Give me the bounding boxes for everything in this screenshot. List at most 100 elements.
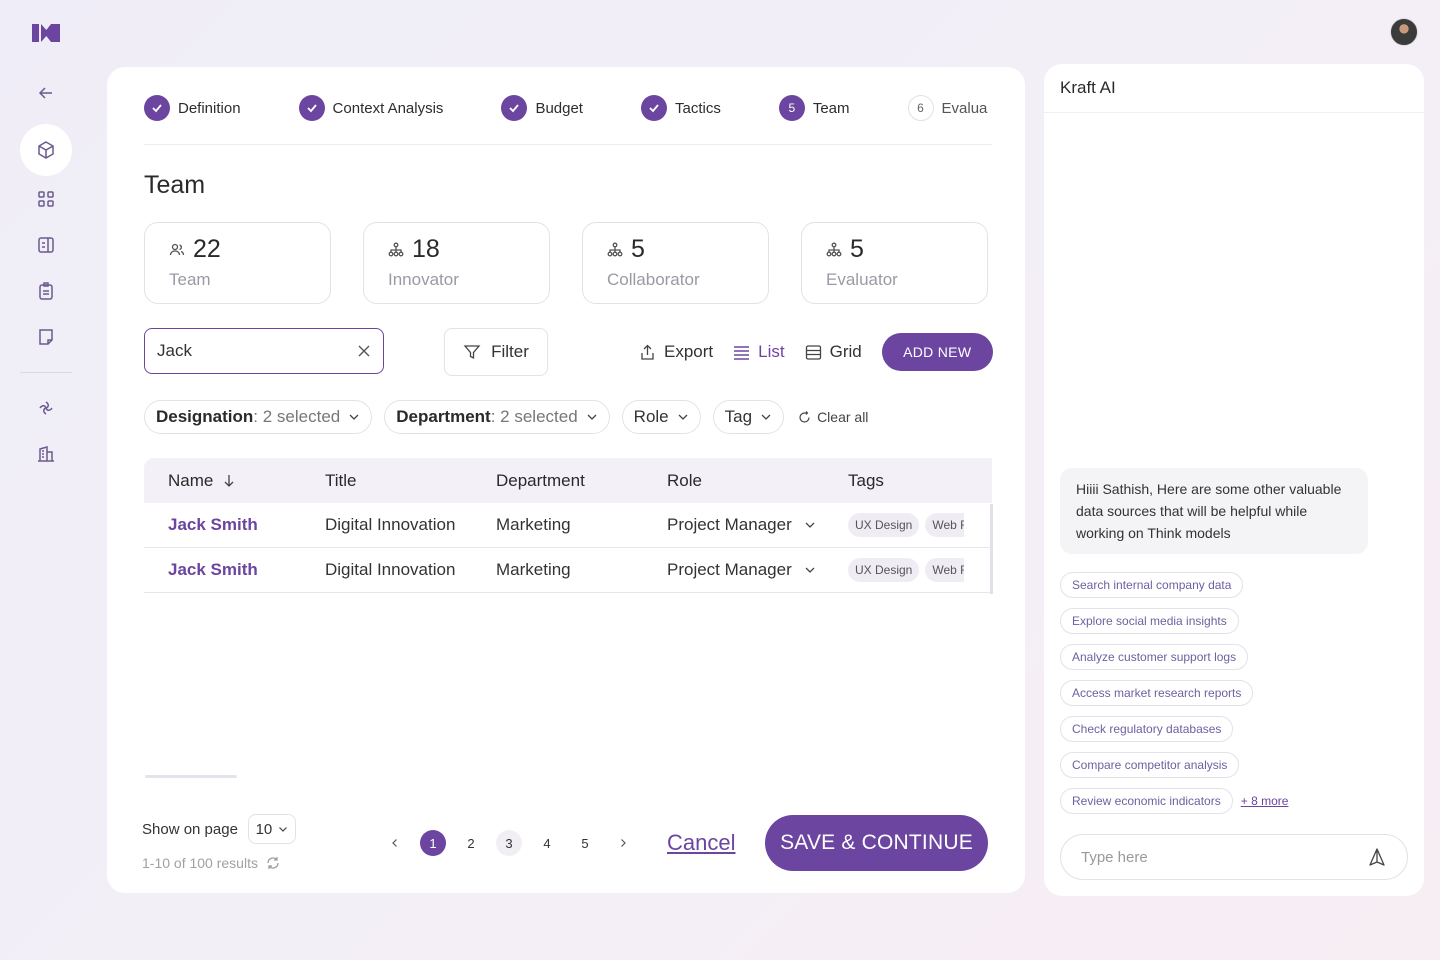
stepper: Definition Context Analysis Budget Tacti… [144, 95, 992, 145]
chip-key: Tag [724, 407, 753, 426]
column-header-name[interactable]: Name [144, 471, 325, 491]
chevron-down-icon [761, 414, 771, 420]
filter-label: Filter [491, 342, 529, 361]
grid-icon [38, 191, 54, 207]
ai-panel-title: Kraft AI [1044, 64, 1424, 113]
cancel-button[interactable]: Cancel [667, 830, 736, 855]
list-label: List [758, 342, 785, 361]
more-suggestions-link[interactable]: + 8 more [1240, 794, 1289, 808]
check-icon [298, 95, 325, 121]
member-name-link[interactable]: Jack Smith [168, 560, 258, 579]
users-icon [169, 243, 185, 255]
list-view-toggle[interactable]: List [733, 342, 785, 362]
close-icon[interactable] [357, 344, 371, 358]
arrow-left-icon [38, 87, 52, 99]
toolbar: Export List Grid ADD NEW [639, 333, 993, 371]
suggestion-chip[interactable]: Analyze customer support logs [1060, 644, 1249, 670]
chat-input-placeholder: Type here [1081, 848, 1148, 866]
building-icon [38, 446, 54, 462]
chip-tag[interactable]: Tag [712, 400, 785, 434]
step-evaluation[interactable]: 6 Evalua [907, 95, 987, 121]
vertical-scrollbar[interactable] [990, 504, 993, 594]
chip-designation[interactable]: Designation: 2 selected [144, 400, 373, 434]
nav-ai[interactable] [20, 385, 72, 431]
arrow-down-icon [224, 474, 234, 487]
page-button[interactable]: 5 [581, 835, 589, 851]
export-button[interactable]: Export [639, 342, 713, 362]
show-on-page-label: Show on page [142, 820, 238, 838]
clear-all-button[interactable]: Clear all [798, 409, 868, 425]
prev-page-button[interactable] [382, 830, 408, 856]
next-page-button[interactable] [610, 830, 636, 856]
nav-company[interactable] [20, 431, 72, 477]
grid-view-toggle[interactable]: Grid [805, 342, 862, 362]
table-row[interactable]: Jack Smith Digital Innovation Marketing … [144, 503, 992, 548]
column-header-role[interactable]: Role [667, 470, 702, 490]
horizontal-scrollbar[interactable] [145, 775, 237, 778]
role-select[interactable]: Project Manager [667, 560, 848, 580]
suggestion-chip[interactable]: Explore social media insights [1060, 608, 1239, 634]
stat-card-innovator[interactable]: 18 Innovator [363, 222, 550, 304]
chip-role[interactable]: Role [621, 400, 701, 434]
tag-badge: Web Fl [925, 513, 964, 537]
member-name-link[interactable]: Jack Smith [168, 515, 258, 534]
step-label: Tactics [674, 99, 721, 117]
column-header-title[interactable]: Title [325, 470, 357, 490]
suggestion-chip[interactable]: Compare competitor analysis [1060, 752, 1240, 778]
team-table: Name Title Department Role Tags Jack Smi… [144, 458, 992, 593]
nav-clipboard[interactable] [20, 268, 72, 314]
stat-card-team[interactable]: 22 Team [144, 222, 331, 304]
refresh-icon[interactable] [266, 856, 280, 870]
search-input[interactable]: Jack [144, 328, 384, 374]
table-header: Name Title Department Role Tags [144, 458, 992, 503]
page-button[interactable]: 4 [543, 835, 551, 851]
nav-projects[interactable] [20, 124, 72, 176]
chevron-left-icon [392, 839, 397, 847]
filter-button[interactable]: Filter [444, 328, 548, 376]
list-icon [734, 345, 750, 360]
user-avatar[interactable] [1390, 18, 1418, 46]
column-header-tags[interactable]: Tags [848, 470, 884, 490]
step-definition[interactable]: Definition [144, 95, 241, 121]
results-summary: 1-10 of 100 results [142, 855, 280, 871]
page-button[interactable]: 3 [496, 830, 522, 856]
suggestion-chip[interactable]: Review economic indicators [1060, 788, 1233, 814]
save-continue-button[interactable]: SAVE & CONTINUE [765, 815, 988, 871]
table-row[interactable]: Jack Smith Digital Innovation Marketing … [144, 548, 992, 593]
nav-board[interactable] [20, 222, 72, 268]
page-size-select[interactable]: 10 [247, 814, 296, 844]
suggestion-chip[interactable]: Access market research reports [1060, 680, 1254, 706]
suggestion-chip[interactable]: Check regulatory databases [1060, 716, 1234, 742]
stat-label: Team [169, 270, 211, 289]
send-icon[interactable] [1367, 847, 1387, 867]
stat-value: 18 [412, 235, 440, 263]
note-icon [39, 329, 53, 345]
stat-card-collaborator[interactable]: 5 Collaborator [582, 222, 769, 304]
stat-card-evaluator[interactable]: 5 Evaluator [801, 222, 988, 304]
chip-department[interactable]: Department: 2 selected [384, 400, 610, 434]
chip-key: Role [633, 407, 669, 426]
step-number: 6 [907, 95, 934, 121]
chat-input[interactable]: Type here [1060, 834, 1408, 880]
nav-notes[interactable] [20, 314, 72, 360]
suggestion-chip[interactable]: Search internal company data [1060, 572, 1244, 598]
role-select[interactable]: Project Manager [667, 515, 848, 535]
column-header-department[interactable]: Department [496, 470, 585, 490]
page-button[interactable]: 1 [420, 830, 446, 856]
stat-label: Innovator [388, 270, 459, 289]
export-icon [641, 344, 654, 360]
page-button[interactable]: 2 [467, 835, 475, 851]
step-tactics[interactable]: Tactics [640, 95, 721, 121]
step-team[interactable]: 5 Team [778, 95, 850, 121]
back-button[interactable] [20, 70, 72, 116]
chip-key: Department [396, 407, 491, 426]
nav-dashboard[interactable] [20, 176, 72, 222]
filter-icon [463, 345, 481, 360]
step-budget[interactable]: Budget [501, 95, 583, 121]
step-context-analysis[interactable]: Context Analysis [298, 95, 443, 121]
add-new-button[interactable]: ADD NEW [881, 333, 993, 371]
org-icon [388, 242, 404, 256]
tag-badge: UX Design [848, 513, 920, 537]
role-value: Project Manager [667, 515, 792, 534]
results-text: 1-10 of 100 results [142, 855, 258, 871]
